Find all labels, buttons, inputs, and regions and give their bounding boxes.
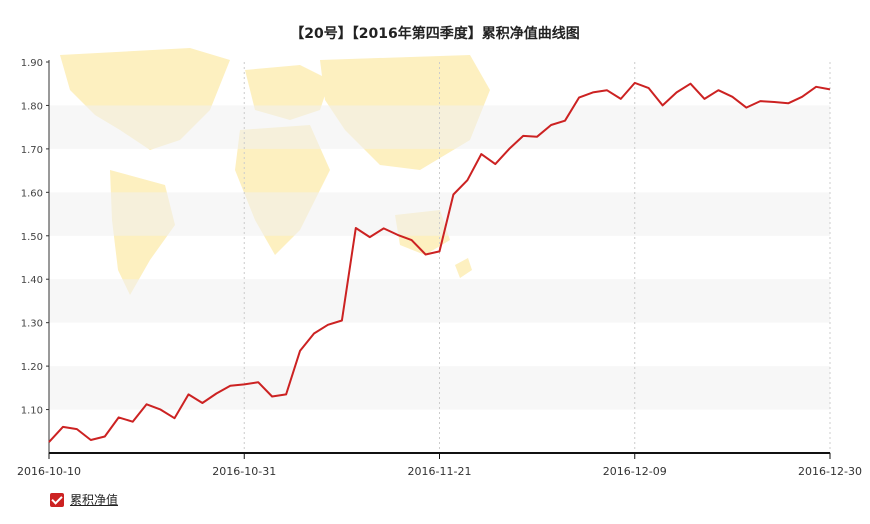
grid-band bbox=[49, 279, 830, 323]
y-tick-label: 1.60 bbox=[21, 188, 43, 199]
y-tick-label: 1.10 bbox=[21, 406, 43, 417]
legend-checkbox[interactable] bbox=[50, 492, 64, 507]
x-tick-label: 2016-11-21 bbox=[408, 465, 472, 478]
legend: 累积净值 bbox=[50, 491, 118, 508]
x-tick-label: 2016-12-30 bbox=[798, 465, 862, 478]
world-map-watermark bbox=[60, 48, 490, 295]
y-tick-label: 1.70 bbox=[21, 145, 43, 156]
x-tick-label: 2016-10-10 bbox=[17, 465, 81, 478]
series-line bbox=[48, 81, 831, 443]
y-tick-label: 1.30 bbox=[21, 319, 43, 330]
x-tick-label: 2016-12-09 bbox=[603, 465, 667, 478]
legend-label[interactable]: 累积净值 bbox=[70, 493, 119, 507]
y-tick-label: 1.90 bbox=[21, 58, 43, 69]
x-tick-label: 2016-10-31 bbox=[212, 465, 276, 478]
y-tick-label: 1.80 bbox=[21, 101, 43, 112]
y-tick-label: 1.20 bbox=[21, 362, 43, 373]
chart-title: 【20号】【2016年第四季度】累积净值曲线图 bbox=[290, 25, 579, 42]
y-tick-label: 1.50 bbox=[21, 232, 43, 243]
y-tick-label: 1.40 bbox=[21, 275, 43, 286]
